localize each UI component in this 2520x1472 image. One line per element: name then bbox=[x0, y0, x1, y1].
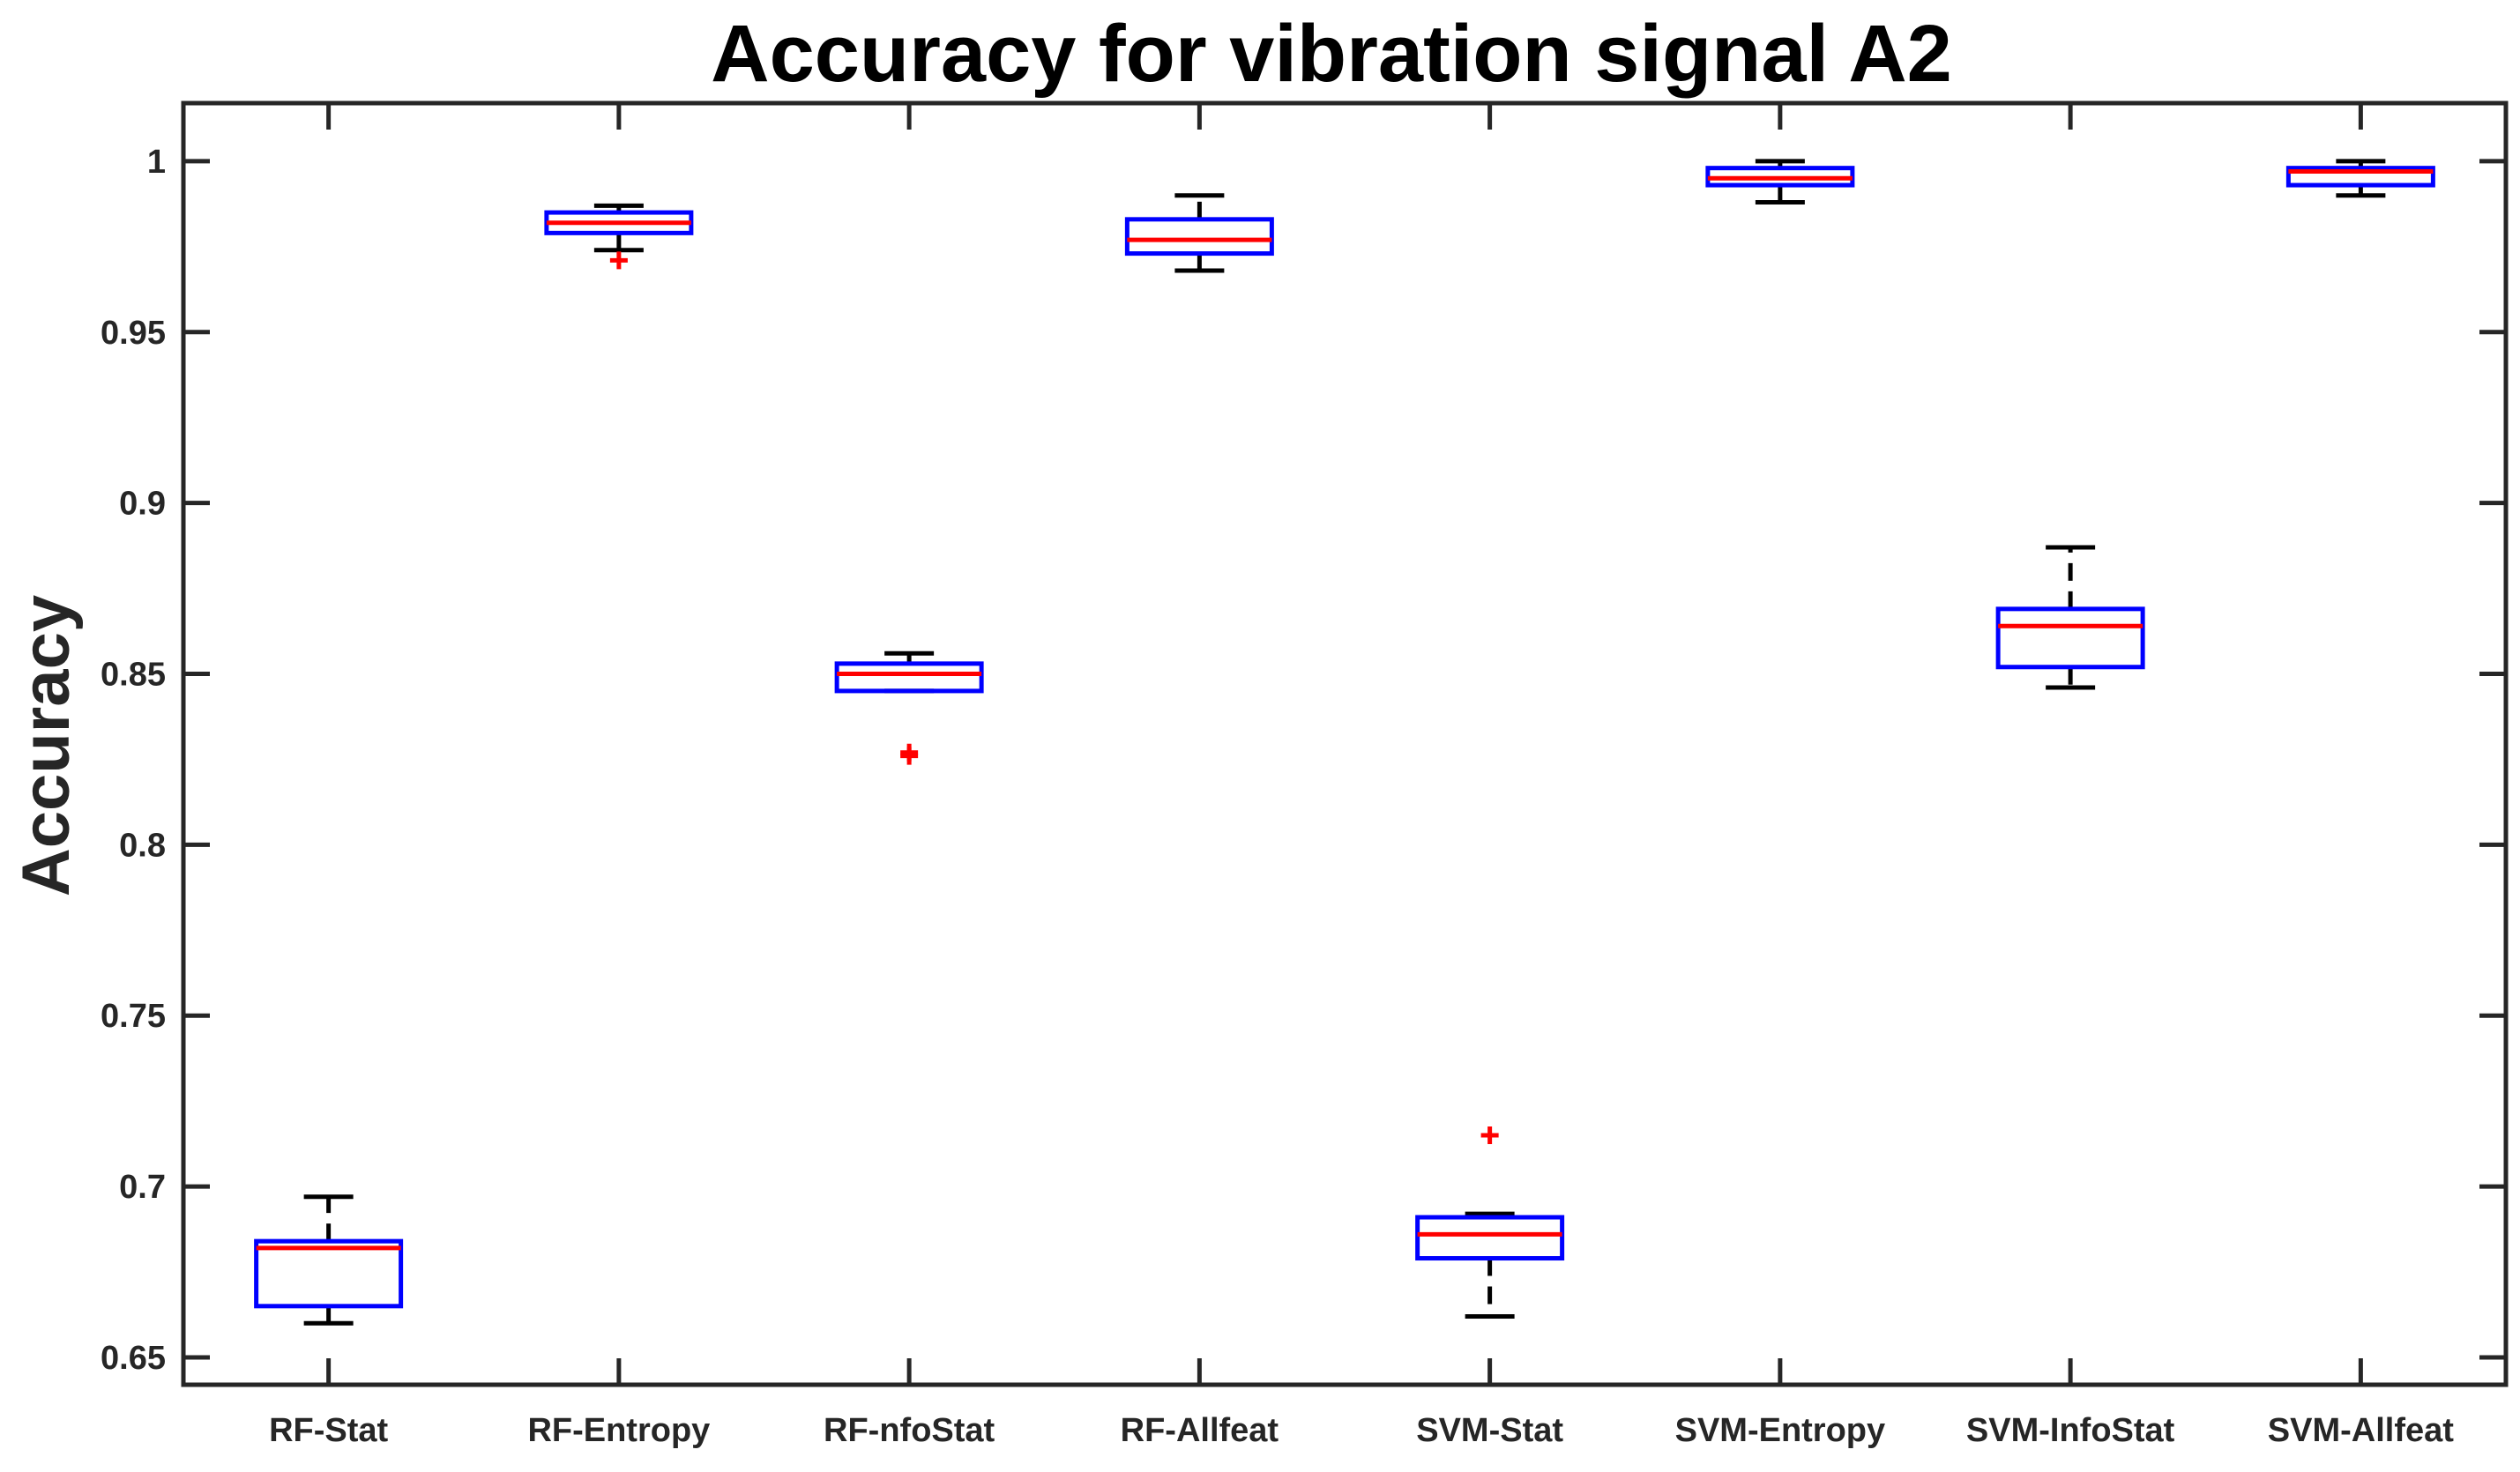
x-tick-label: RF-Allfeat bbox=[1121, 1412, 1279, 1449]
x-tick-label: SVM-Allfeat bbox=[2268, 1412, 2454, 1449]
plot-area: 0.65 0.7 0.75 0.8 0.85 0.9 0.95 1 RF-Stat RF-Entr… bbox=[101, 100, 2509, 1449]
box-RF-Stat bbox=[254, 1238, 404, 1309]
y-axis-label: Accuracy bbox=[9, 595, 84, 896]
y-tick-label: 0.7 bbox=[119, 1169, 166, 1206]
y-tick-label: 0.8 bbox=[119, 827, 166, 864]
box-SVM-Stat bbox=[1415, 1215, 1565, 1261]
box-SVM-InfoStat bbox=[1995, 606, 2145, 670]
x-tick-label: SVM-InfoStat bbox=[1966, 1412, 2175, 1449]
outlier-marker bbox=[1480, 1126, 1499, 1144]
outlier-marker bbox=[900, 743, 919, 762]
box-RF-nfoStat bbox=[834, 661, 984, 694]
y-tick-label: 1 bbox=[147, 144, 166, 181]
y-tick-label: 0.95 bbox=[101, 315, 166, 352]
chart-title: Accuracy for vibration signal A2 bbox=[711, 9, 1952, 99]
x-tick-label: RF-Entropy bbox=[527, 1412, 710, 1449]
y-tick-label: 0.65 bbox=[101, 1340, 166, 1377]
y-tick-label: 0.85 bbox=[101, 657, 166, 694]
outlier-marker bbox=[609, 251, 628, 270]
x-tick-label: SVM-Entropy bbox=[1675, 1412, 1886, 1449]
x-tick-label: RF-Stat bbox=[269, 1412, 388, 1449]
box-SVM-Allfeat bbox=[2285, 166, 2435, 188]
x-tick-label: RF-nfoStat bbox=[824, 1412, 995, 1449]
box-RF-Allfeat bbox=[1124, 217, 1274, 256]
axes-frame bbox=[181, 100, 2509, 1387]
x-tick-label: SVM-Stat bbox=[1416, 1412, 1563, 1449]
y-tick-label: 0.75 bbox=[101, 998, 166, 1035]
y-tick-label: 0.9 bbox=[119, 486, 166, 523]
